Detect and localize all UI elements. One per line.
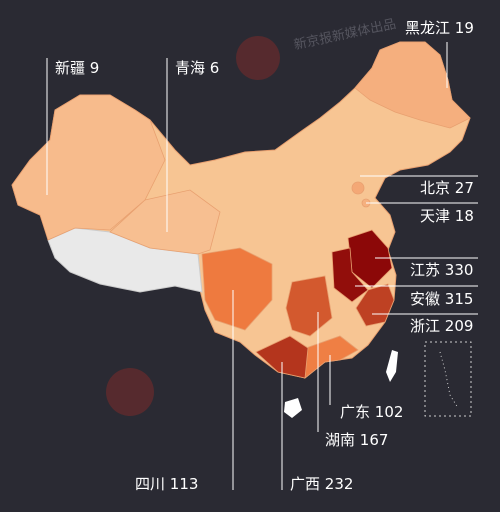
tibet (47, 227, 203, 293)
region-xinjiang (11, 94, 166, 241)
watermark-logo (106, 368, 154, 416)
region-heilongjiang (354, 41, 471, 129)
region-zhejiang (355, 283, 395, 327)
region-beijing (351, 181, 365, 195)
label-anhui: 安徽 315 (410, 290, 473, 308)
label-guangxi: 广西 232 (290, 475, 353, 493)
region-qinghai (109, 189, 221, 255)
region-sichuan (201, 247, 273, 331)
hainan (284, 398, 302, 418)
label-sichuan: 四川 113 (135, 475, 198, 493)
label-hunan: 湖南 167 (325, 431, 388, 449)
label-zhejiang: 浙江 209 (410, 317, 473, 335)
label-beijing: 北京 27 (420, 179, 474, 197)
label-guangdong: 广东 102 (340, 403, 403, 421)
label-xinjiang: 新疆 9 (55, 59, 99, 77)
watermark-logo (236, 36, 280, 80)
region-hunan (285, 275, 333, 337)
label-qinghai: 青海 6 (175, 59, 219, 77)
taiwan (386, 350, 398, 382)
label-jiangsu: 江苏 330 (410, 261, 473, 279)
region-guangxi (255, 335, 309, 379)
label-heilongjiang: 黑龙江 19 (405, 19, 474, 37)
label-tianjin: 天津 18 (420, 207, 474, 225)
